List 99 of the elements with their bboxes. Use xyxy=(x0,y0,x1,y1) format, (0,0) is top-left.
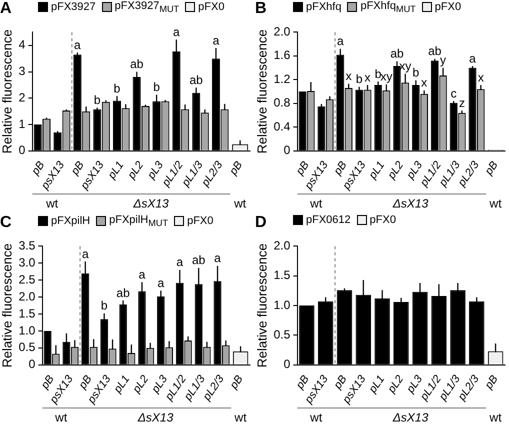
data-label: b xyxy=(374,66,382,81)
data-label: b xyxy=(153,80,160,94)
data-label: a xyxy=(469,51,476,66)
data-label: b xyxy=(94,92,101,107)
data-label: a xyxy=(74,38,82,52)
text: wt xyxy=(45,196,59,210)
chart-title: C xyxy=(0,214,13,232)
y-tick-label: 1.0 xyxy=(274,298,291,312)
text: ΔsX13 xyxy=(136,410,174,424)
legend-label: pFXpilH xyxy=(51,215,90,228)
chart-title: B xyxy=(255,0,268,18)
data-label: ab xyxy=(130,57,144,72)
text: wt xyxy=(54,410,68,424)
y-tick-label: 0 xyxy=(284,357,291,372)
y-tick-label: 0.8 xyxy=(274,96,291,110)
data-label: z xyxy=(458,96,465,110)
data-label: a xyxy=(336,34,344,48)
data-label: ab xyxy=(428,44,442,58)
legend-label: pFXhfq xyxy=(306,1,342,14)
data-label: xy xyxy=(399,59,412,74)
legend-label: pFX3927 xyxy=(51,1,96,14)
data-label: x xyxy=(364,70,371,84)
data-label: a xyxy=(173,24,180,39)
y-axis-title: Relative fluorescence xyxy=(0,243,14,368)
x-tick-label: pB xyxy=(482,373,501,392)
legend-label: pFX0 xyxy=(434,1,462,14)
y-tick-label: 0 xyxy=(28,357,36,372)
data-label: b xyxy=(356,72,363,86)
x-tick-label: pB xyxy=(29,159,48,178)
data-label: a xyxy=(82,246,89,261)
text: ΔsX13 xyxy=(132,196,170,210)
data-label: ab xyxy=(192,253,206,268)
data-label: a xyxy=(158,276,165,290)
y-tick-label: 1.6 xyxy=(274,48,291,62)
data-label: x xyxy=(478,70,484,84)
text: ΔsX13 xyxy=(392,196,429,210)
y-tick-label: 0 xyxy=(284,143,291,158)
x-tick-label: pB xyxy=(68,159,87,178)
y-tick-label: 1.5 xyxy=(274,268,291,282)
text: wt xyxy=(309,410,323,424)
data-label: x xyxy=(421,76,428,90)
data-label: x xyxy=(346,69,352,84)
y-tick-label: 1.2 xyxy=(274,72,291,86)
y-tick-label: 0.5 xyxy=(18,340,36,354)
x-tick-label: pB xyxy=(294,159,312,178)
text: wt xyxy=(234,410,248,424)
text: wt xyxy=(488,410,502,424)
y-tick-label: 3.0 xyxy=(18,255,36,270)
y-tick-label: 2.0 xyxy=(274,24,291,39)
y-tick-label: 0 xyxy=(18,143,26,158)
y-tick-label: 3.5 xyxy=(18,238,36,253)
data-label: a xyxy=(176,255,184,270)
data-label: xy xyxy=(380,70,392,84)
text: wt xyxy=(309,196,323,210)
y-tick-label: 2.5 xyxy=(18,272,36,286)
x-tick-label: pB xyxy=(331,373,350,392)
data-label: a xyxy=(212,33,220,48)
data-label: ab xyxy=(189,72,204,87)
chart-title: A xyxy=(0,0,13,18)
y-tick-label: 2 xyxy=(18,90,26,104)
y-tick-label: 4 xyxy=(18,38,26,52)
y-tick-label: 1.5 xyxy=(18,306,36,320)
x-tick-label: pB xyxy=(227,373,246,392)
x-tick-label: pB xyxy=(482,159,501,178)
y-axis-title: Relative fluorescence xyxy=(254,29,270,154)
data-label: a xyxy=(214,251,222,266)
y-tick-label: 1 xyxy=(18,116,26,131)
y-tick-label: 3 xyxy=(18,64,26,78)
chart-title: D xyxy=(255,214,268,232)
data-label: b xyxy=(412,66,420,80)
legend-label: pFX0 xyxy=(187,215,214,228)
y-axis-title: Relative fluorescence xyxy=(0,29,14,154)
legend-label: pFX0 xyxy=(370,214,396,226)
data-label: y xyxy=(440,53,446,68)
data-label: ab xyxy=(116,286,130,300)
data-label: a xyxy=(138,267,146,282)
legend-label: pFX0612 xyxy=(306,214,351,226)
data-label: c xyxy=(450,86,457,100)
y-tick-label: 0.5 xyxy=(274,328,291,342)
y-axis-title: Relative fluorescence xyxy=(254,243,270,368)
data-label: b xyxy=(100,298,108,313)
legend-label: pFX0 xyxy=(198,1,224,14)
y-tick-label: 2.0 xyxy=(274,238,291,253)
legend-label: pFX3927$_{MUT}$ xyxy=(114,0,180,14)
x-tick-label: pB xyxy=(331,159,350,178)
y-tick-label: 0.4 xyxy=(274,119,291,134)
x-tick-label: pB xyxy=(76,373,94,392)
legend-label: pFXpilH$_{MUT}$ xyxy=(109,214,168,228)
x-tick-label: pB xyxy=(294,373,312,392)
legend-label: pFXhfq$_{MUT}$ xyxy=(360,0,416,14)
y-tick-label: 1.0 xyxy=(18,323,36,338)
data-label: b xyxy=(114,81,121,96)
text: wt xyxy=(233,196,247,210)
x-tick-label: pB xyxy=(226,159,246,178)
x-tick-label: pB xyxy=(38,373,57,392)
text: wt xyxy=(488,196,502,210)
y-tick-label: 2.0 xyxy=(18,289,36,304)
data-label: ab xyxy=(390,46,404,61)
text: ΔsX13 xyxy=(392,410,429,424)
